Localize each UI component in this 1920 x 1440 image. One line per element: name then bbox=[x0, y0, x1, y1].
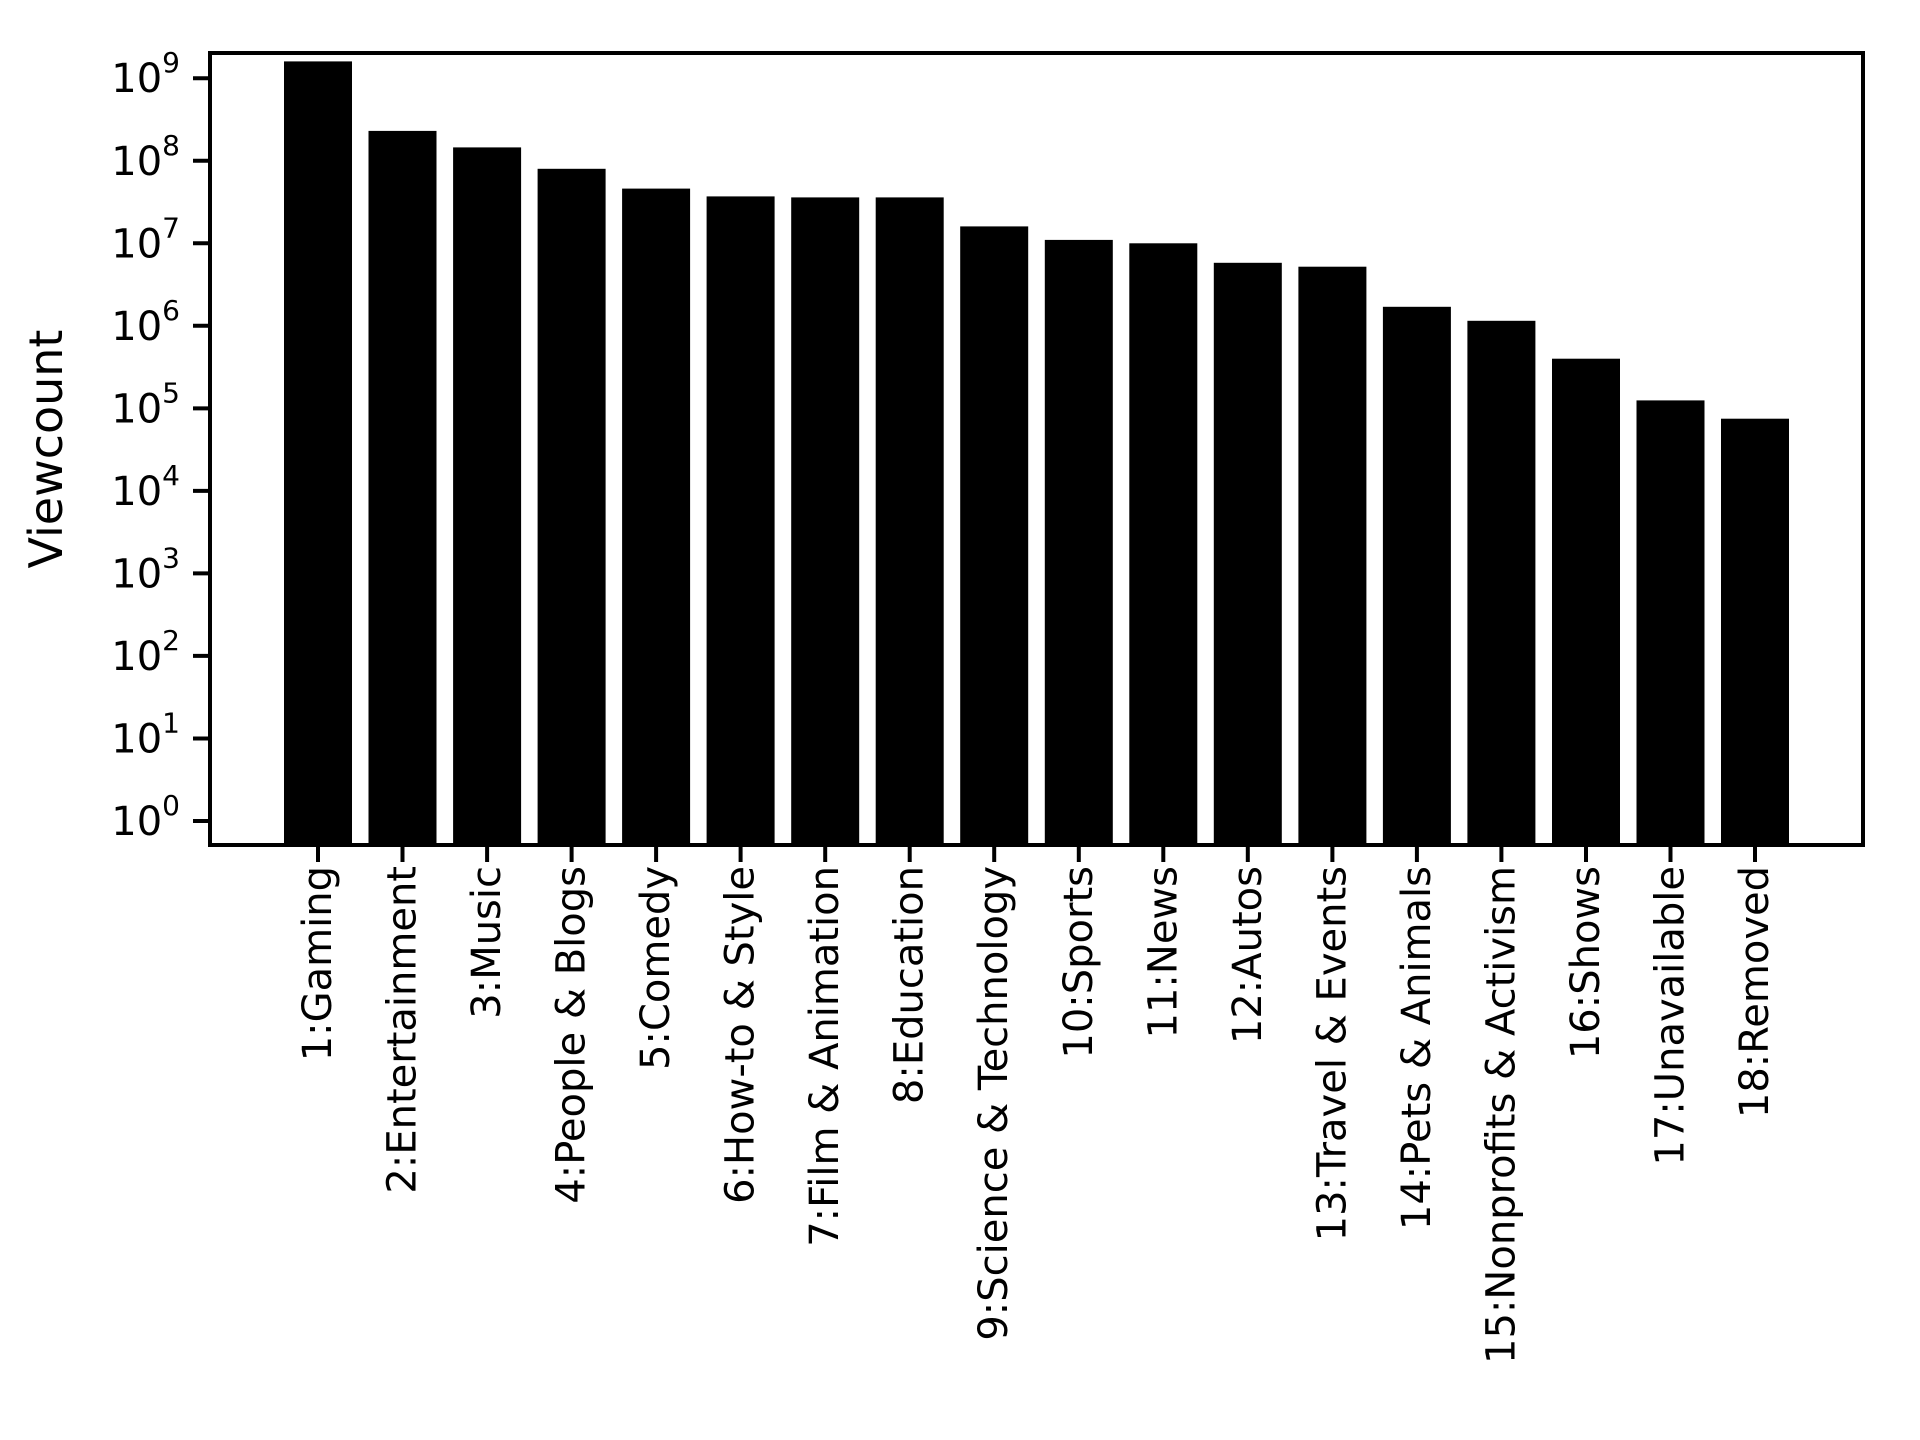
bar-10-sports bbox=[1044, 239, 1113, 845]
x-tick-label-4-people-blogs: 4:People & Blogs bbox=[549, 866, 595, 1204]
y-tick-label-10e7: 107 bbox=[111, 211, 180, 267]
bar-6-how-to-style bbox=[706, 196, 775, 845]
y-tick-label-10e0: 100 bbox=[111, 789, 180, 845]
bar-4-people-blogs bbox=[537, 168, 606, 846]
bar-18-removed bbox=[1721, 418, 1789, 845]
bar-2-entertainment bbox=[368, 130, 437, 845]
bar-1-gaming bbox=[284, 61, 352, 845]
y-tick-label-10e6: 106 bbox=[111, 294, 180, 350]
bar-8-education bbox=[875, 197, 944, 845]
bar-5-comedy bbox=[622, 188, 691, 846]
x-axis-ticks: 1:Gaming 2:Entertainment 3:Music 4:People &… bbox=[295, 845, 1778, 1364]
x-tick-label-18-removed: 18:Removed bbox=[1732, 866, 1778, 1118]
x-tick-label-17-unavailable: 17:Unavailable bbox=[1648, 866, 1694, 1166]
x-tick-label-16-shows: 16:Shows bbox=[1563, 866, 1609, 1059]
bar-9-science-technology bbox=[960, 226, 1029, 845]
y-tick-label-10e2: 102 bbox=[111, 624, 180, 680]
bar-13-travel-events bbox=[1298, 266, 1367, 845]
x-tick-label-15-nonprofits-activism: 15:Nonprofits & Activism bbox=[1478, 866, 1524, 1364]
y-axis-ticks: 100 101 102 103 104 105 106 107 108 109 bbox=[111, 46, 210, 845]
y-tick-label-10e4: 104 bbox=[111, 459, 180, 515]
bar-12-autos bbox=[1213, 262, 1282, 845]
x-tick-label-14-pets-animals: 14:Pets & Animals bbox=[1394, 866, 1440, 1230]
bar-16-shows bbox=[1552, 358, 1620, 845]
x-tick-label-10-sports: 10:Sports bbox=[1056, 866, 1102, 1059]
y-tick-label-10e8: 108 bbox=[111, 129, 180, 185]
x-tick-label-1-gaming: 1:Gaming bbox=[295, 866, 341, 1061]
bar-7-film-animation bbox=[791, 197, 860, 845]
y-tick-label-10e5: 105 bbox=[111, 376, 180, 432]
bar-15-nonprofits-activism bbox=[1467, 320, 1536, 845]
x-tick-label-11-news: 11:News bbox=[1140, 866, 1186, 1038]
plot-frame bbox=[208, 51, 1865, 847]
x-tick-label-6-how-to-style: 6:How-to & Style bbox=[718, 866, 764, 1204]
x-tick-label-12-autos: 12:Autos bbox=[1225, 866, 1271, 1044]
y-axis-label: Viewcount bbox=[19, 330, 73, 569]
x-tick-label-13-travel-events: 13:Travel & Events bbox=[1309, 866, 1355, 1241]
x-tick-label-8-education: 8:Education bbox=[887, 866, 933, 1104]
y-tick-label-10e1: 101 bbox=[111, 707, 180, 763]
bar-11-news bbox=[1129, 243, 1198, 846]
x-tick-label-3-music: 3:Music bbox=[464, 866, 510, 1019]
y-tick-label-10e9: 109 bbox=[111, 46, 180, 102]
bar-17-unavailable bbox=[1636, 400, 1705, 845]
x-tick-label-2-entertainment: 2:Entertainment bbox=[380, 866, 426, 1194]
x-tick-label-5-comedy: 5:Comedy bbox=[633, 866, 679, 1070]
bar-14-pets-animals bbox=[1382, 306, 1451, 845]
x-tick-label-7-film-animation: 7:Film & Animation bbox=[802, 866, 848, 1247]
x-tick-label-9-science-technology: 9:Science & Technology bbox=[971, 866, 1017, 1341]
y-tick-label-10e3: 103 bbox=[111, 541, 180, 597]
bars-group bbox=[284, 61, 1789, 846]
bar-3-music bbox=[453, 147, 522, 845]
